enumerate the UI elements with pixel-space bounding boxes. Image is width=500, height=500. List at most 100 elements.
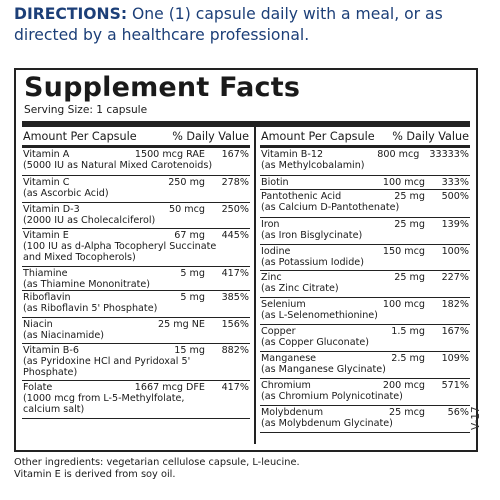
nutrient-amount: 200 mcg [382, 380, 425, 391]
facts-divider-bar [22, 121, 470, 127]
nutrient-row: Zinc 25 mg 227% (as Zinc Citrate) [260, 271, 470, 298]
nutrient-daily-value: 109% [441, 353, 469, 364]
nutrient-daily-value: 417% [221, 268, 249, 279]
nutrient-amount: 800 mcg [377, 149, 420, 160]
nutrient-source: (as Pyridoxine HCl and Pyridoxal 5' [23, 356, 191, 368]
nutrient-name: Pantothenic Acid [261, 191, 342, 202]
nutrient-daily-value: 333% [441, 177, 469, 188]
column-header: Amount Per Capsule % Daily Value [260, 130, 470, 148]
nutrient-name: Folate [23, 382, 53, 393]
nutrient-amount: 25 mg [394, 272, 425, 283]
nutrient-amount: 25 mcg [389, 407, 425, 418]
serving-size: Serving Size: 1 capsule [24, 104, 148, 116]
nutrient-rows-right: Vitamin B-12 800 mcg 33333% (as Methylcobal… [260, 148, 470, 433]
nutrient-name: Vitamin E [23, 230, 69, 241]
nutrient-daily-value: 882% [221, 345, 249, 356]
nutrient-row: Folate 1667 mcg DFE 417% (1000 mcg from L-5… [22, 381, 250, 419]
nutrient-amount: 1667 mcg DFE [134, 382, 205, 393]
nutrient-row: Copper 1.5 mg 167% (as Copper Gluconate) [260, 325, 470, 352]
nutrient-row: Riboflavin 5 mg 385% (as Riboflavin 5' Phos… [22, 291, 250, 318]
nutrient-source: (1000 mcg from L-5-Methylfolate, [23, 393, 185, 405]
nutrient-row: Thiamine 5 mg 417% (as Thiamine Mononitrate… [22, 267, 250, 291]
nutrient-name: Vitamin D-3 [23, 204, 80, 215]
nutrient-amount: 100 mcg [382, 299, 425, 310]
nutrient-row: Selenium 100 mcg 182% (as L-Selenomethionin… [260, 298, 470, 325]
nutrient-name: Riboflavin [23, 292, 71, 303]
header-daily-value: % Daily Value [172, 130, 249, 143]
nutrient-name: Chromium [261, 380, 311, 391]
nutrient-source: (as Zinc Citrate) [261, 283, 339, 295]
nutrient-amount: 67 mg [174, 230, 205, 241]
nutrient-source: and Mixed Tocopherols) [23, 252, 136, 264]
nutrient-daily-value: 445% [221, 230, 249, 241]
nutrient-source: (as Thiamine Mononitrate) [23, 279, 151, 291]
nutrient-name: Copper [261, 326, 296, 337]
nutrient-amount: 25 mg [394, 191, 425, 202]
nutrient-daily-value: 417% [221, 382, 249, 393]
nutrient-daily-value: 167% [441, 326, 469, 337]
nutrient-column-right: Amount Per Capsule % Daily Value Vitamin… [260, 130, 470, 433]
nutrient-name: Vitamin B-6 [23, 345, 79, 356]
nutrient-name: Vitamin C [23, 177, 70, 188]
nutrient-row: Niacin 25 mg NE 156% (as Niacinamide) [22, 318, 250, 344]
nutrient-row: Biotin 100 mcg 333% [260, 176, 470, 190]
nutrient-row: Pantothenic Acid 25 mg 500% (as Calcium D-P… [260, 190, 470, 218]
nutrient-name: Vitamin A [23, 149, 70, 160]
nutrient-row: Vitamin E 67 mg 445% (100 IU as d-Alpha Toc… [22, 229, 250, 267]
nutrient-name: Vitamin B-12 [261, 149, 324, 160]
nutrient-source: (as Calcium D-Pantothenate) [261, 202, 400, 214]
nutrient-name: Manganese [261, 353, 317, 364]
nutrient-daily-value: 385% [221, 292, 249, 303]
nutrient-source: Phosphate) [23, 367, 78, 379]
other-ingredients-line: Other ingredients: vegetarian cellulose … [14, 457, 300, 468]
nutrient-daily-value: 250% [221, 204, 249, 215]
nutrient-row: Vitamin B-12 800 mcg 33333% (as Methylcobal… [260, 148, 470, 176]
nutrient-daily-value: 167% [221, 149, 249, 160]
nutrient-source: (as Niacinamide) [23, 330, 105, 342]
nutrient-source: (as L-Selenomethionine) [261, 310, 378, 322]
nutrient-amount: 100 mcg [382, 177, 425, 188]
directions-label: DIRECTIONS: [14, 5, 128, 23]
nutrient-amount: 1500 mcg RAE [134, 149, 205, 160]
nutrient-source: (5000 IU as Natural Mixed Carotenoids) [23, 160, 213, 172]
nutrient-daily-value: 571% [441, 380, 469, 391]
version-code: V-17 [470, 406, 482, 430]
nutrient-amount: 5 mg [180, 268, 205, 279]
nutrient-name: Niacin [23, 319, 53, 330]
nutrient-row: Manganese 2.5 mg 109% (as Manganese Glycina… [260, 352, 470, 379]
nutrient-amount: 15 mg [174, 345, 205, 356]
nutrient-source: calcium salt) [23, 404, 85, 416]
nutrient-amount: 50 mcg [169, 204, 205, 215]
nutrient-source: (as Riboflavin 5' Phosphate) [23, 303, 158, 315]
nutrient-name: Iron [261, 219, 280, 230]
nutrient-row: Vitamin D-3 50 mcg 250% (2000 IU as Choleca… [22, 203, 250, 229]
nutrient-amount: 250 mg [168, 177, 205, 188]
nutrient-daily-value: 139% [441, 219, 469, 230]
nutrient-source: (2000 IU as Cholecalciferol) [23, 215, 156, 227]
nutrient-source: (100 IU as d-Alpha Tocopheryl Succinate [23, 241, 217, 253]
column-divider [254, 127, 256, 444]
nutrient-daily-value: 278% [221, 177, 249, 188]
facts-title: Supplement Facts [24, 72, 301, 103]
nutrient-name: Zinc [261, 272, 282, 283]
nutrient-column-left: Amount Per Capsule % Daily Value Vitamin… [22, 130, 250, 419]
column-header: Amount Per Capsule % Daily Value [22, 130, 250, 148]
nutrient-row: Chromium 200 mcg 571% (as Chromium Polynico… [260, 379, 470, 406]
header-amount: Amount Per Capsule [261, 130, 375, 143]
nutrient-name: Selenium [261, 299, 306, 310]
nutrient-amount: 25 mg NE [158, 319, 205, 330]
nutrient-daily-value: 182% [441, 299, 469, 310]
nutrient-name: Thiamine [23, 268, 68, 279]
nutrient-row: Iodine 150 mcg 100% (as Potassium Iodide) [260, 245, 470, 271]
nutrient-name: Molybdenum [261, 407, 324, 418]
nutrient-daily-value: 100% [441, 246, 469, 257]
nutrient-source: (as Ascorbic Acid) [23, 188, 109, 200]
nutrient-source: (as Methylcobalamin) [261, 160, 365, 172]
nutrient-row: Vitamin C 250 mg 278% (as Ascorbic Acid) [22, 176, 250, 203]
nutrient-amount: 5 mg [180, 292, 205, 303]
nutrient-daily-value: 227% [441, 272, 469, 283]
nutrient-daily-value: 500% [441, 191, 469, 202]
nutrient-rows-left: Vitamin A 1500 mcg RAE 167% (5000 IU as Nat… [22, 148, 250, 419]
nutrient-source: (as Copper Gluconate) [261, 337, 370, 349]
nutrient-source: (as Potassium Iodide) [261, 257, 364, 269]
